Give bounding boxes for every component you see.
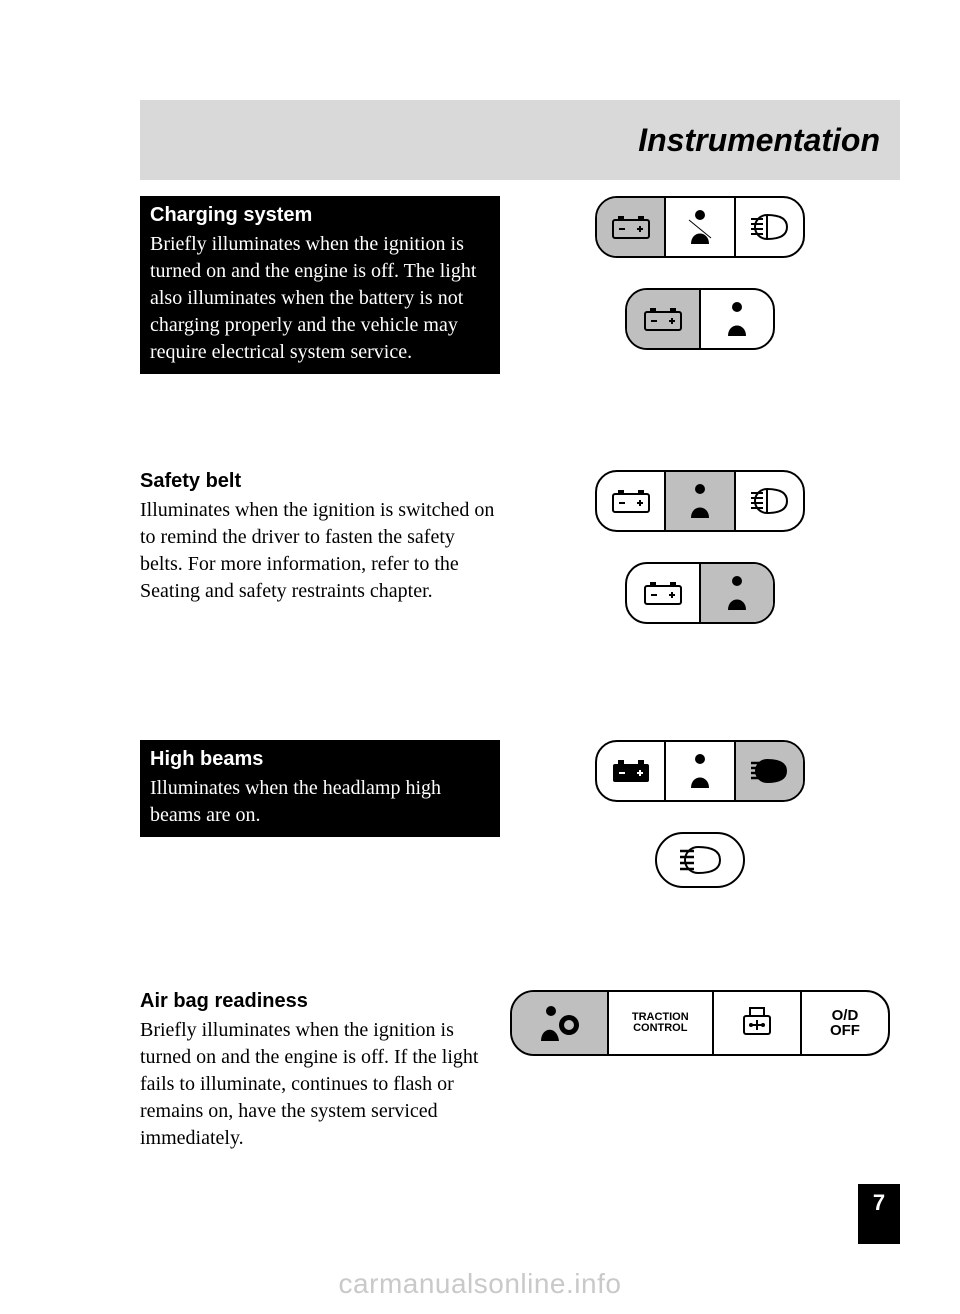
indicator-cluster-4: TRACTIONCONTROL O/DOFF <box>510 990 890 1056</box>
headlamp-icon <box>749 757 789 785</box>
airbag-block: Air bag readiness Briefly illuminates wh… <box>140 990 500 1152</box>
content-area: Instrumentation Charging system Briefly … <box>140 100 900 1234</box>
charging-system-body: Briefly illuminates when the ignition is… <box>150 231 490 366</box>
high-beams-block: High beams Illuminates when the headlamp… <box>140 740 500 837</box>
safety-belt-block: Safety belt Illuminates when the ignitio… <box>140 470 500 605</box>
battery-cell-b2 <box>627 564 699 622</box>
seatbelt-icon <box>685 208 715 246</box>
seatbelt-cell-c <box>664 742 733 800</box>
transaxle-cell <box>712 992 800 1054</box>
safety-belt-body: Illuminates when the ignition is switche… <box>140 497 500 605</box>
safety-belt-title: Safety belt <box>140 470 241 492</box>
battery-cell-active-2 <box>627 290 699 348</box>
indicator-single-highbeam <box>655 832 745 888</box>
headlamp-icon <box>749 487 789 515</box>
seatbelt-cell <box>664 198 733 256</box>
headlamp-icon <box>749 213 789 241</box>
airbag-icon <box>537 1003 581 1043</box>
highbeam-cell-b <box>734 472 803 530</box>
indicator-cluster-3 <box>595 196 805 258</box>
seatbelt-cell-active <box>664 472 733 530</box>
seatbelt-icon <box>722 300 752 338</box>
battery-icon <box>643 580 683 606</box>
battery-cell-c <box>597 742 664 800</box>
page-number: 7 <box>873 1190 885 1216</box>
battery-icon <box>611 758 651 784</box>
od-off-cell: O/DOFF <box>800 992 888 1054</box>
highbeam-cell-active <box>734 742 803 800</box>
header-band: Instrumentation <box>140 100 900 180</box>
transaxle-icon <box>738 1006 776 1040</box>
watermark: carmanualsonline.info <box>0 1268 960 1300</box>
chapter-title: Instrumentation <box>638 122 880 159</box>
seatbelt-cell-active-2 <box>699 564 773 622</box>
charging-system-title: Charging system <box>150 204 312 226</box>
traction-control-cell: TRACTIONCONTROL <box>607 992 712 1054</box>
indicator-cluster-3b <box>595 470 805 532</box>
battery-cell-b <box>597 472 664 530</box>
seatbelt-icon <box>685 482 715 520</box>
od-off-label: O/DOFF <box>830 1008 860 1038</box>
airbag-cell-active <box>512 992 607 1054</box>
airbag-body: Briefly illuminates when the ignition is… <box>140 1017 500 1152</box>
headlamp-icon <box>678 845 722 875</box>
charging-system-block: Charging system Briefly illuminates when… <box>140 196 500 374</box>
battery-cell-active <box>597 198 664 256</box>
battery-icon <box>643 306 683 332</box>
traction-control-label: TRACTIONCONTROL <box>632 1012 689 1034</box>
seatbelt-cell-2 <box>699 290 773 348</box>
seatbelt-icon <box>685 752 715 790</box>
high-beams-body: Illuminates when the headlamp high beams… <box>150 775 490 829</box>
highbeam-cell-single <box>657 834 743 886</box>
page-number-tab: 7 <box>858 1184 900 1244</box>
highbeam-cell <box>734 198 803 256</box>
indicator-cluster-2 <box>625 288 775 350</box>
seatbelt-icon <box>722 574 752 612</box>
airbag-title: Air bag readiness <box>140 990 308 1012</box>
indicator-cluster-2b <box>625 562 775 624</box>
battery-icon <box>611 214 651 240</box>
indicator-cluster-3c <box>595 740 805 802</box>
high-beams-title: High beams <box>150 748 263 770</box>
battery-icon <box>611 488 651 514</box>
